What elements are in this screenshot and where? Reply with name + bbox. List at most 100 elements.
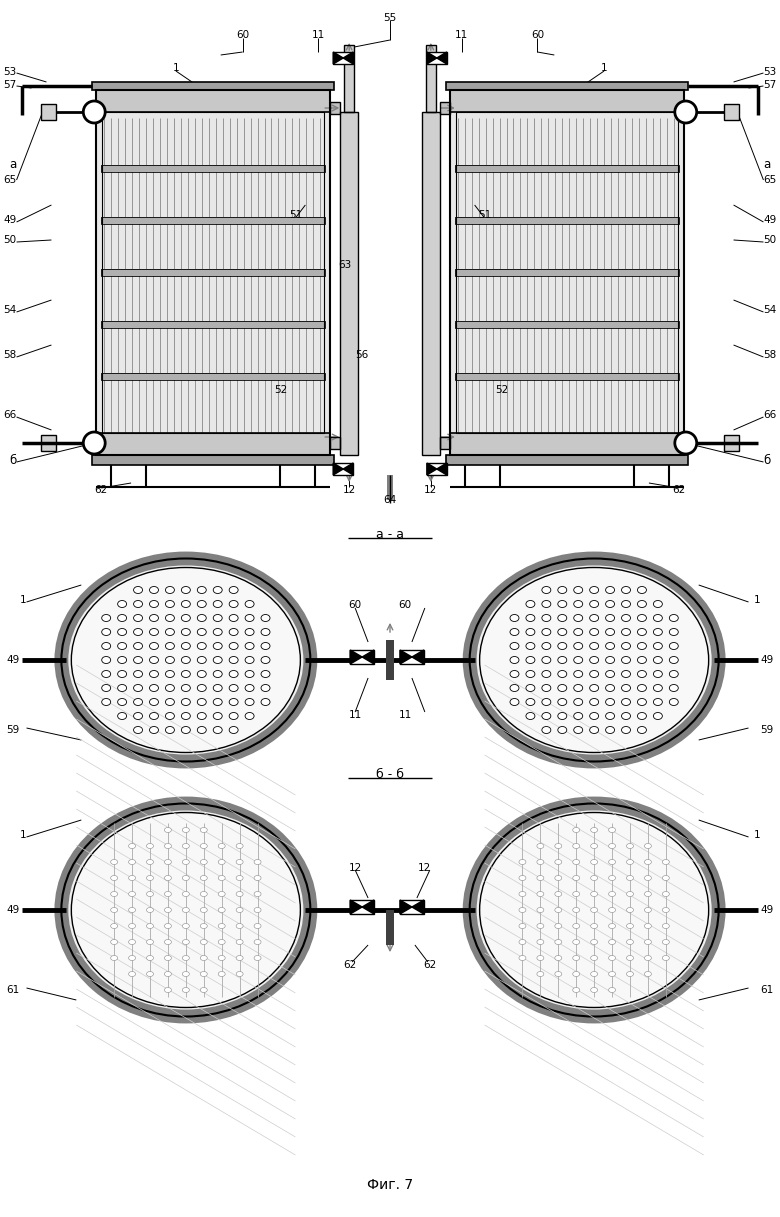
Ellipse shape bbox=[245, 699, 254, 706]
Ellipse shape bbox=[558, 671, 567, 678]
Bar bbox=[96, 90, 330, 112]
Bar bbox=[330, 437, 340, 449]
Ellipse shape bbox=[519, 940, 526, 944]
Ellipse shape bbox=[111, 924, 118, 929]
Ellipse shape bbox=[182, 699, 190, 706]
Ellipse shape bbox=[133, 699, 143, 706]
Ellipse shape bbox=[229, 656, 238, 663]
Ellipse shape bbox=[555, 940, 562, 944]
Text: 62: 62 bbox=[424, 960, 437, 970]
Ellipse shape bbox=[626, 892, 633, 897]
Ellipse shape bbox=[236, 908, 243, 913]
Ellipse shape bbox=[626, 908, 633, 913]
Ellipse shape bbox=[83, 432, 105, 454]
Ellipse shape bbox=[197, 699, 206, 706]
Bar bbox=[455, 372, 679, 380]
Text: 63: 63 bbox=[339, 260, 352, 270]
Ellipse shape bbox=[213, 684, 222, 691]
Ellipse shape bbox=[197, 656, 206, 663]
Polygon shape bbox=[427, 462, 437, 475]
Polygon shape bbox=[362, 650, 374, 664]
Ellipse shape bbox=[626, 971, 633, 976]
Ellipse shape bbox=[555, 924, 562, 929]
Ellipse shape bbox=[165, 643, 175, 650]
Ellipse shape bbox=[622, 671, 630, 678]
Bar bbox=[400, 901, 424, 914]
Ellipse shape bbox=[118, 656, 126, 663]
Ellipse shape bbox=[133, 727, 143, 734]
Ellipse shape bbox=[644, 908, 651, 913]
Ellipse shape bbox=[542, 684, 551, 691]
Ellipse shape bbox=[590, 684, 598, 691]
Ellipse shape bbox=[229, 727, 238, 734]
Bar bbox=[724, 103, 739, 120]
Ellipse shape bbox=[213, 628, 222, 635]
Text: 64: 64 bbox=[384, 495, 396, 505]
Text: 1: 1 bbox=[753, 595, 760, 605]
Ellipse shape bbox=[654, 628, 662, 635]
Ellipse shape bbox=[542, 699, 551, 706]
Ellipse shape bbox=[150, 587, 158, 594]
Ellipse shape bbox=[245, 600, 254, 607]
Text: 56: 56 bbox=[356, 350, 369, 360]
Text: 66: 66 bbox=[764, 410, 777, 420]
Text: 12: 12 bbox=[342, 486, 356, 495]
Bar bbox=[440, 437, 450, 449]
Polygon shape bbox=[412, 650, 424, 664]
Ellipse shape bbox=[662, 892, 669, 897]
Ellipse shape bbox=[254, 875, 261, 881]
Bar bbox=[455, 372, 679, 380]
Text: 11: 11 bbox=[349, 710, 362, 720]
Text: 66: 66 bbox=[3, 410, 16, 420]
Ellipse shape bbox=[662, 859, 669, 864]
Bar bbox=[445, 455, 688, 465]
Ellipse shape bbox=[669, 656, 679, 663]
Ellipse shape bbox=[183, 924, 190, 929]
Ellipse shape bbox=[644, 843, 651, 848]
Bar bbox=[96, 90, 330, 455]
Ellipse shape bbox=[165, 699, 175, 706]
Bar bbox=[333, 462, 353, 475]
Ellipse shape bbox=[555, 892, 562, 897]
Ellipse shape bbox=[590, 671, 598, 678]
Ellipse shape bbox=[183, 987, 190, 993]
Bar bbox=[426, 45, 436, 112]
Bar bbox=[450, 90, 684, 112]
Ellipse shape bbox=[118, 615, 126, 622]
Ellipse shape bbox=[622, 587, 630, 594]
Bar bbox=[455, 269, 679, 276]
Ellipse shape bbox=[213, 615, 222, 622]
Ellipse shape bbox=[165, 712, 175, 719]
Ellipse shape bbox=[183, 940, 190, 944]
Bar bbox=[333, 52, 353, 65]
Ellipse shape bbox=[150, 727, 158, 734]
Ellipse shape bbox=[605, 684, 615, 691]
Bar bbox=[400, 650, 424, 664]
Bar bbox=[386, 640, 394, 680]
Ellipse shape bbox=[555, 875, 562, 881]
Ellipse shape bbox=[165, 828, 172, 832]
Ellipse shape bbox=[261, 615, 270, 622]
Ellipse shape bbox=[573, 940, 580, 944]
Bar bbox=[101, 166, 325, 172]
Ellipse shape bbox=[537, 908, 544, 913]
Ellipse shape bbox=[165, 940, 172, 944]
Ellipse shape bbox=[574, 656, 583, 663]
Bar bbox=[41, 434, 56, 452]
Ellipse shape bbox=[537, 955, 544, 960]
Bar bbox=[101, 217, 325, 224]
Ellipse shape bbox=[555, 955, 562, 960]
Ellipse shape bbox=[574, 699, 583, 706]
Ellipse shape bbox=[590, 587, 598, 594]
Text: 62: 62 bbox=[94, 486, 108, 495]
Ellipse shape bbox=[245, 628, 254, 635]
Bar bbox=[724, 434, 739, 452]
Ellipse shape bbox=[229, 615, 238, 622]
Ellipse shape bbox=[254, 940, 261, 944]
Bar bbox=[333, 52, 353, 65]
Ellipse shape bbox=[608, 940, 615, 944]
Bar bbox=[427, 52, 447, 65]
Ellipse shape bbox=[150, 628, 158, 635]
Text: 61: 61 bbox=[6, 985, 20, 996]
Ellipse shape bbox=[71, 813, 300, 1008]
